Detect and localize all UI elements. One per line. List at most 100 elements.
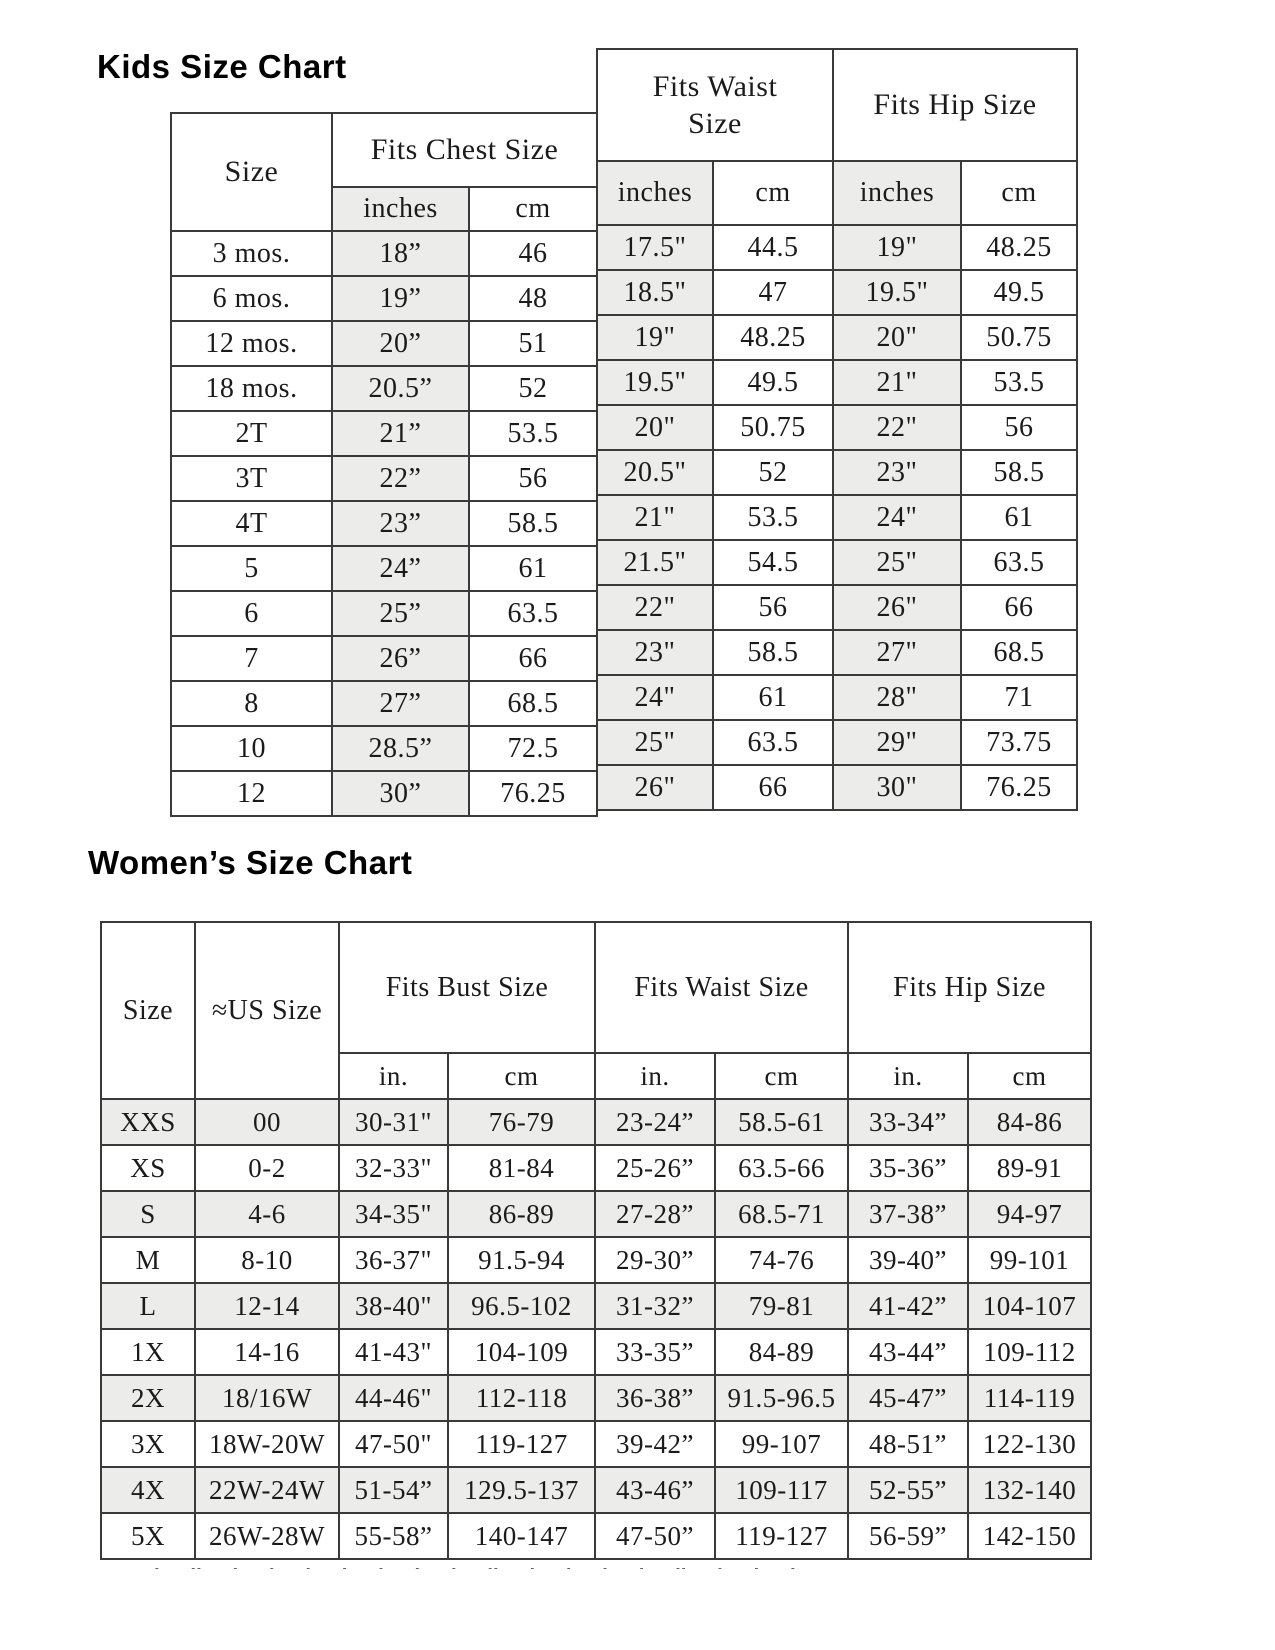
table-row: L 12-14 38-40" 96.5-102 31-32” 79-81 41-42” 104… xyxy=(100,1282,1093,1330)
cell: 84-86 xyxy=(967,1098,1093,1146)
cell: 23" xyxy=(596,629,714,676)
cell: 99-101 xyxy=(967,1236,1093,1284)
cell: XS xyxy=(100,1144,196,1192)
cell: 104-109 xyxy=(447,1328,596,1376)
kids-size-chest-body: 3 mos. 18” 46 6 mos. 19” 48 12 mos. 20” 51 18 mos… xyxy=(170,230,599,817)
table-row: 23" 58.5 27" 68.5 xyxy=(596,629,1078,676)
cell: 112-118 xyxy=(447,1374,596,1422)
cell: 5X xyxy=(100,1512,196,1560)
cell: 66 xyxy=(712,764,834,811)
cell: 68.5 xyxy=(960,629,1078,676)
cell: 34-35" xyxy=(338,1190,449,1238)
kids-waist-hip-body: 17.5" 44.5 19" 48.25 18.5" 47 19.5" 49.5 19" 48.2… xyxy=(596,224,1078,811)
cell: 29" xyxy=(832,719,962,766)
cell: 55-58” xyxy=(338,1512,449,1560)
women-table-header: Size ≈US Size Fits Bust Size Fits Waist … xyxy=(100,921,1093,1100)
cell: 119-127 xyxy=(713,1512,850,1560)
cell: 76-79 xyxy=(447,1098,596,1146)
cell: 26W-28W xyxy=(194,1512,340,1560)
cell: 3 mos. xyxy=(170,230,333,277)
cell: 5 xyxy=(170,545,333,592)
table-row: 2X 18/16W 44-46" 112-118 36-38” 91.5-96.5 45-4… xyxy=(100,1374,1093,1422)
cell: 18/16W xyxy=(194,1374,340,1422)
table-row: 3X 18W-20W 47-50" 119-127 39-42” 99-107 48-51”… xyxy=(100,1420,1093,1468)
cell: 41-43" xyxy=(338,1328,449,1376)
cell: 26” xyxy=(331,635,470,682)
subheader-chest-inches: inches xyxy=(331,186,470,232)
cell: 56 xyxy=(712,584,834,631)
cell: 35-36” xyxy=(847,1144,970,1192)
cell: 76.25 xyxy=(960,764,1078,811)
cell: 56 xyxy=(960,404,1078,451)
cell: 61 xyxy=(467,545,599,592)
cell: 58.5 xyxy=(712,629,834,676)
cell: 47-50” xyxy=(594,1512,716,1560)
cell: 19" xyxy=(832,224,962,271)
table-row: 12 mos. 20” 51 xyxy=(170,320,599,367)
cell: 28.5” xyxy=(331,725,470,772)
table-row: XS 0-2 32-33" 81-84 25-26” 63.5-66 35-36” 89-91 xyxy=(100,1144,1093,1192)
cell: 21" xyxy=(596,494,714,541)
cell: 12 xyxy=(170,770,333,817)
cell: 38-40" xyxy=(338,1282,449,1330)
kids-size-chart-size-chest-table: Size Fits Chest Size inches cm 3 mos. 18”… xyxy=(170,112,599,817)
cell: 17.5" xyxy=(596,224,714,271)
table-row: 3 mos. 18” 46 xyxy=(170,230,599,277)
cell: 68.5 xyxy=(467,680,599,727)
cell: 21” xyxy=(331,410,470,457)
column-header-fits-waist-size: Fits Waist Size xyxy=(596,48,834,162)
cell: L xyxy=(100,1282,196,1330)
table-row: 19.5" 49.5 21" 53.5 xyxy=(596,359,1078,406)
cell: 109-112 xyxy=(967,1328,1093,1376)
cell: 30” xyxy=(331,770,470,817)
cell: 6 xyxy=(170,590,333,637)
table-row: 6 mos. 19” 48 xyxy=(170,275,599,322)
cell: 27” xyxy=(331,680,470,727)
cell: 96.5-102 xyxy=(447,1282,596,1330)
cell: 104-107 xyxy=(967,1282,1093,1330)
cell: 76.25 xyxy=(467,770,599,817)
cell: 18” xyxy=(331,230,470,277)
cell: 43-44” xyxy=(847,1328,970,1376)
cell: 50.75 xyxy=(712,404,834,451)
cell: 132-140 xyxy=(967,1466,1093,1514)
cell: 3X xyxy=(100,1420,196,1468)
cell: 63.5 xyxy=(712,719,834,766)
cell: 4T xyxy=(170,500,333,547)
cell: 33-35” xyxy=(594,1328,716,1376)
cell: 26" xyxy=(832,584,962,631)
cell: 91.5-94 xyxy=(447,1236,596,1284)
subheader-hip-cm: cm xyxy=(960,160,1078,226)
cell: 52 xyxy=(712,449,834,496)
cell: 47 xyxy=(712,269,834,316)
cell: 25" xyxy=(596,719,714,766)
cell: 140-147 xyxy=(447,1512,596,1560)
cell: 72.5 xyxy=(467,725,599,772)
cell: 12 mos. xyxy=(170,320,333,367)
cell: 19.5" xyxy=(832,269,962,316)
table-row: 1X 14-16 41-43" 104-109 33-35” 84-89 43-44” 109… xyxy=(100,1328,1093,1376)
cell: 19” xyxy=(331,275,470,322)
table-row: 19" 48.25 20" 50.75 xyxy=(596,314,1078,361)
table-row: 20.5" 52 23" 58.5 xyxy=(596,449,1078,496)
cell: 20" xyxy=(832,314,962,361)
cell: 99-107 xyxy=(713,1420,850,1468)
cell: 44-46" xyxy=(338,1374,449,1422)
table-row: 4X 22W-24W 51-54” 129.5-137 43-46” 109-117 52-… xyxy=(100,1466,1093,1514)
cell: 71 xyxy=(960,674,1078,721)
table-row: 10 28.5” 72.5 xyxy=(170,725,599,772)
table-row: 5X 26W-28W 55-58” 140-147 47-50” 119-127 56-59… xyxy=(100,1512,1093,1560)
cell: 56-59” xyxy=(847,1512,970,1560)
cell: 50.75 xyxy=(960,314,1078,361)
cell: 18.5" xyxy=(596,269,714,316)
cell: 68.5-71 xyxy=(713,1190,850,1238)
table-row: 3T 22” 56 xyxy=(170,455,599,502)
cell: 43-46” xyxy=(594,1466,716,1514)
column-header-fits-hip-size: Fits Hip Size xyxy=(847,921,1093,1054)
cell: 25" xyxy=(832,539,962,586)
cell: 23” xyxy=(331,500,470,547)
cell: 119-127 xyxy=(447,1420,596,1468)
subheader-hip-inches: inches xyxy=(832,160,962,226)
column-header-fits-chest-size: Fits Chest Size xyxy=(330,112,599,188)
